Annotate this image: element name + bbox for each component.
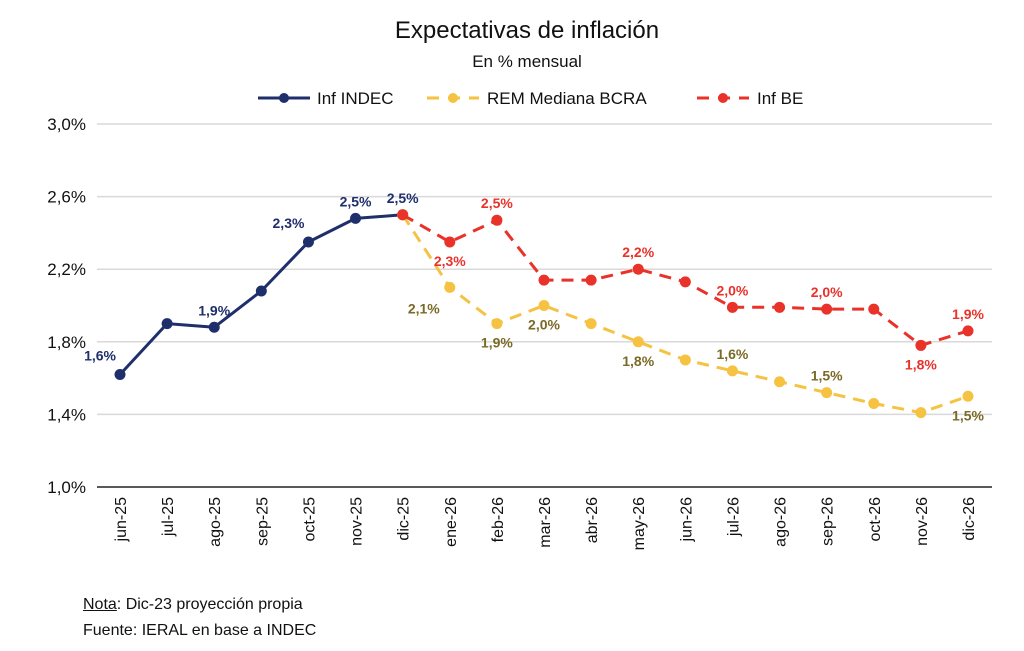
note-label: Nota	[83, 596, 117, 613]
data-label: 2,5%	[387, 190, 419, 206]
data-label: 1,8%	[622, 353, 654, 369]
x-tick-label: jun-26	[678, 497, 695, 543]
data-point	[915, 407, 927, 419]
data-point	[679, 276, 691, 288]
data-point	[915, 339, 927, 351]
data-point	[632, 263, 644, 275]
x-tick-label: feb-26	[490, 497, 507, 542]
x-tick-label: dic-26	[961, 497, 978, 541]
data-label: 2,0%	[528, 317, 560, 333]
x-tick-label: nov-25	[349, 497, 366, 546]
legend-item-0: Inf INDEC	[258, 89, 394, 108]
x-tick-label: ago-25	[207, 497, 224, 547]
data-point	[491, 318, 503, 330]
data-point	[585, 318, 597, 330]
data-point	[302, 236, 314, 248]
data-label: 2,5%	[481, 195, 513, 211]
y-tick-label: 1,8%	[47, 333, 86, 352]
data-label: 2,5%	[340, 193, 372, 209]
chart-title: Expectativas de inflación	[395, 17, 659, 44]
chart-subtitle: En % mensual	[472, 52, 582, 71]
data-point	[726, 365, 738, 377]
series-group	[114, 209, 974, 419]
data-point	[161, 318, 173, 330]
note-text: : Dic-23 proyección propia	[116, 596, 303, 613]
data-label: 1,9%	[198, 302, 230, 318]
data-point	[491, 214, 503, 226]
data-label: 1,6%	[716, 346, 748, 362]
x-tick-label: abr-26	[584, 497, 601, 543]
x-tick-label: jul-26	[725, 497, 742, 537]
y-tick-label: 1,4%	[47, 405, 86, 424]
data-point	[538, 274, 550, 286]
source-line: Fuente: IERAL en base a INDEC	[83, 622, 317, 639]
data-label: 1,8%	[905, 356, 937, 372]
data-label: 1,6%	[84, 347, 116, 363]
data-point	[444, 236, 456, 248]
series-line-1	[401, 213, 969, 415]
x-tick-label: jul-25	[160, 497, 177, 537]
x-tick-label: sep-26	[820, 497, 837, 546]
legend: Inf INDEC REM Mediana BCRA Inf BE	[258, 89, 803, 108]
legend-label: Inf BE	[757, 89, 803, 108]
y-tick-label: 2,2%	[47, 260, 86, 279]
data-point	[679, 354, 691, 366]
data-point	[821, 303, 833, 315]
data-label: 1,9%	[952, 306, 984, 322]
note-line: Nota: Dic-23 proyección propia	[83, 596, 303, 614]
data-label: 2,3%	[434, 253, 466, 269]
data-point	[774, 301, 786, 313]
data-point	[821, 387, 833, 399]
data-point	[726, 301, 738, 313]
data-point	[208, 321, 220, 333]
legend-marker	[718, 93, 728, 103]
data-point	[962, 390, 974, 402]
data-point	[962, 325, 974, 337]
data-point	[255, 285, 267, 297]
gridlines	[97, 123, 992, 488]
x-tick-label: ago-26	[773, 497, 790, 547]
x-tick-label: nov-26	[914, 497, 931, 546]
x-axis: jun-25 jul-25 ago-25 sep-25 oct-25 nov-25 dic-…	[113, 497, 978, 550]
data-point	[868, 398, 880, 410]
data-label: 1,5%	[952, 407, 984, 423]
data-point	[350, 212, 362, 224]
data-point	[774, 376, 786, 388]
data-point	[397, 209, 409, 221]
x-tick-label: ene-26	[443, 497, 460, 547]
x-tick-label: sep-25	[254, 497, 271, 546]
data-label: 1,5%	[811, 368, 843, 384]
x-tick-label: oct-26	[867, 497, 884, 542]
y-axis: 1,0% 1,4% 1,8% 2,2% 2,6% 3,0%	[47, 115, 86, 497]
x-tick-label: jun-25	[113, 497, 130, 543]
data-point	[868, 303, 880, 315]
data-label: 2,1%	[408, 300, 440, 316]
data-point	[585, 274, 597, 286]
x-tick-label: mar-26	[537, 497, 554, 548]
y-tick-label: 3,0%	[47, 115, 86, 134]
data-label: 2,0%	[716, 282, 748, 298]
legend-marker	[448, 93, 458, 103]
data-label: 2,3%	[273, 215, 305, 231]
legend-marker	[279, 93, 289, 103]
legend-label: Inf INDEC	[317, 89, 394, 108]
data-label: 1,9%	[481, 335, 513, 351]
data-label: 2,0%	[811, 284, 843, 300]
data-labels: 1,6% 1,9% 2,3% 2,5% 2,5% 2,1% 1,9% 2,0% 1,8% 1,6%…	[84, 190, 984, 424]
y-tick-label: 2,6%	[47, 188, 86, 207]
data-point	[114, 368, 126, 380]
data-point	[444, 281, 456, 293]
data-label: 2,2%	[622, 244, 654, 260]
legend-item-1: REM Mediana BCRA	[427, 89, 647, 108]
x-tick-label: dic-25	[396, 497, 413, 541]
x-tick-label: may-26	[631, 497, 648, 550]
legend-item-2: Inf BE	[697, 89, 803, 108]
data-point	[538, 300, 550, 311]
y-tick-label: 1,0%	[47, 478, 86, 497]
x-tick-label: oct-25	[301, 497, 318, 542]
data-point	[632, 336, 644, 348]
legend-label: REM Mediana BCRA	[487, 89, 647, 108]
